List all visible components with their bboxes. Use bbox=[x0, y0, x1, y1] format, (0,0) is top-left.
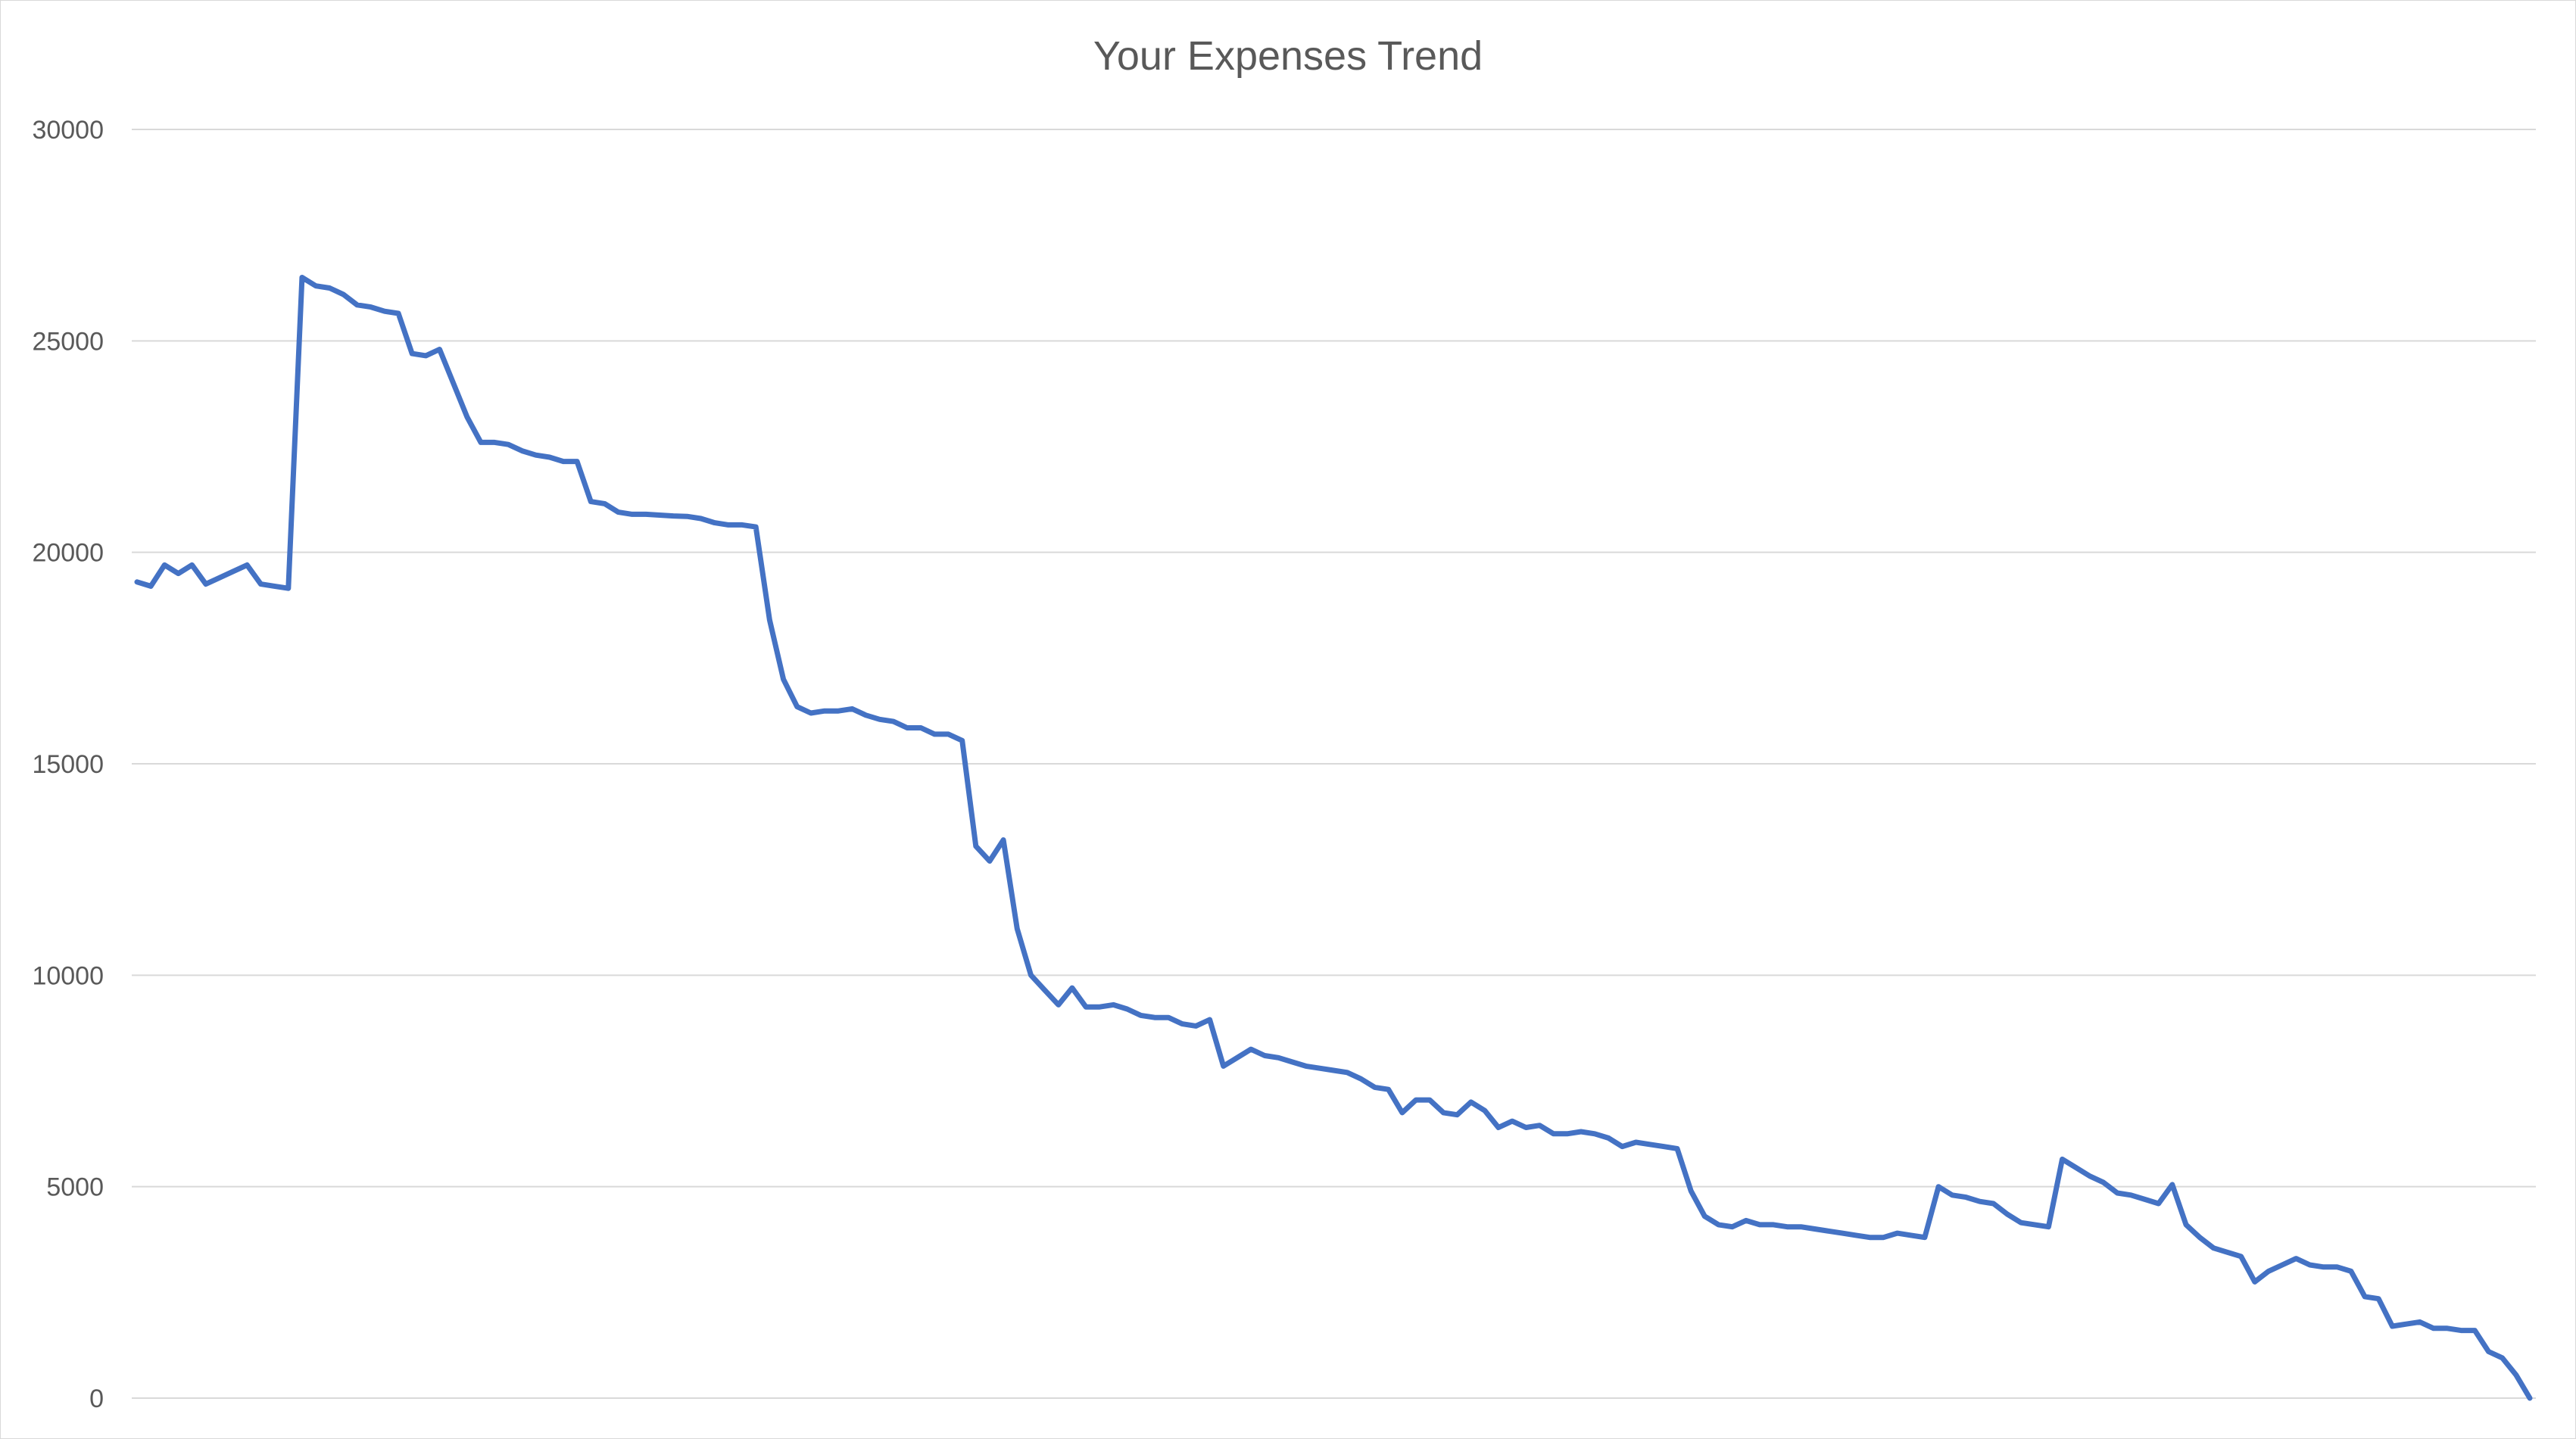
gridlines bbox=[132, 129, 2536, 1399]
y-tick-label: 10000 bbox=[32, 961, 104, 990]
series-layer bbox=[134, 275, 2533, 1401]
y-tick-label: 5000 bbox=[46, 1173, 104, 1202]
y-tick-label: 20000 bbox=[32, 539, 104, 568]
y-tick-label: 25000 bbox=[32, 327, 104, 356]
expenses-series-line bbox=[134, 275, 2533, 1401]
y-tick-label: 30000 bbox=[32, 116, 104, 145]
y-tick-label: 15000 bbox=[32, 750, 104, 779]
y-tick-label: 0 bbox=[89, 1384, 104, 1413]
chart-title: Your Expenses Trend bbox=[1093, 33, 1483, 79]
y-axis-tick-labels: 0 5000 10000 15000 20000 25000 30000 bbox=[32, 116, 104, 1413]
